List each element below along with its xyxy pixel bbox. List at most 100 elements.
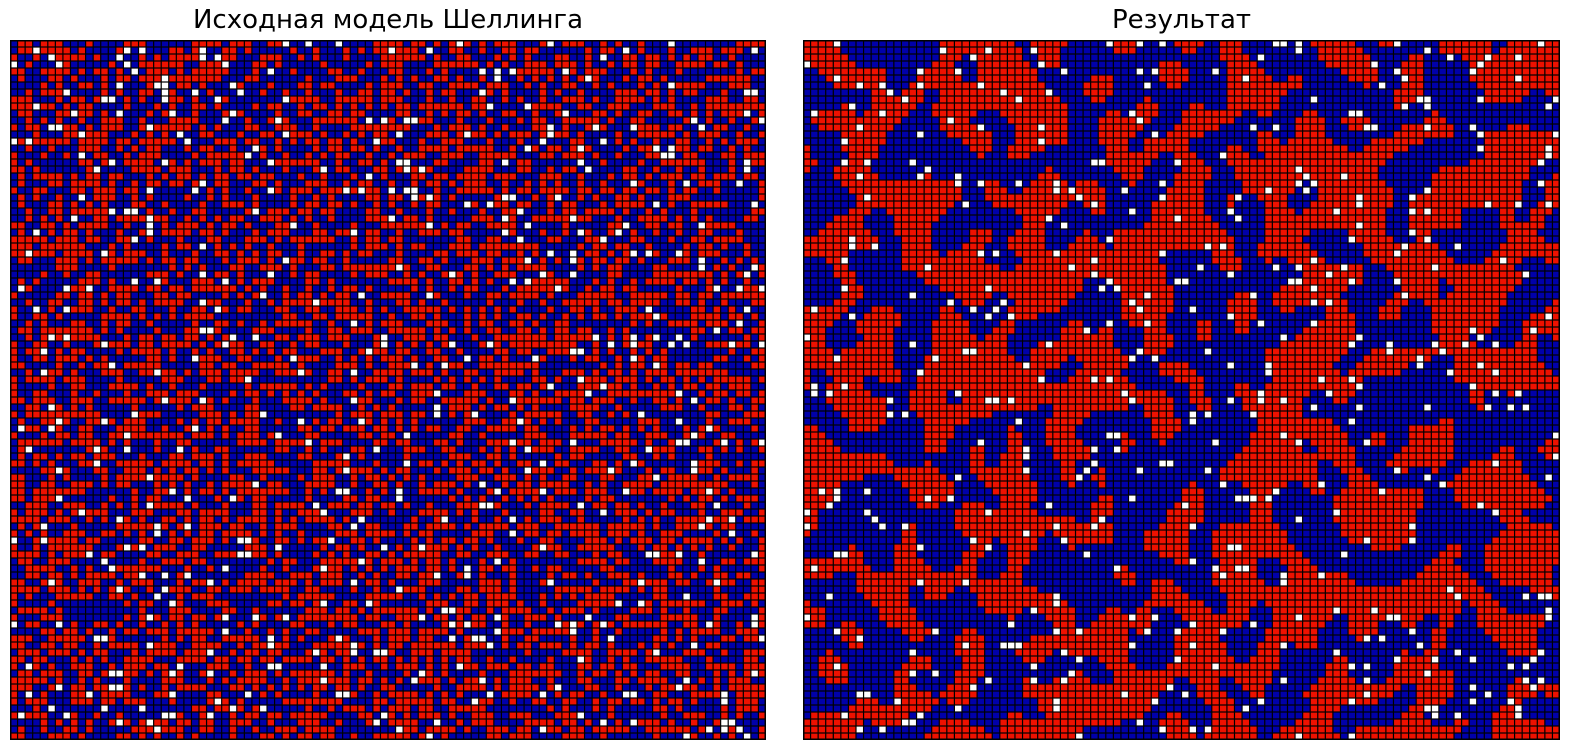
grid-cell-empty bbox=[592, 334, 600, 341]
grid-cell-group_a bbox=[464, 376, 471, 383]
grid-cell-group_a bbox=[154, 285, 161, 292]
grid-cell-group_a bbox=[252, 138, 259, 145]
grid-cell-group_b bbox=[630, 222, 637, 229]
grid-cell-group_b bbox=[63, 40, 70, 47]
grid-cell-group_a bbox=[154, 355, 161, 362]
grid-cell-group_a bbox=[350, 236, 358, 243]
grid-cell-group_b bbox=[229, 187, 237, 194]
grid-cell-group_b bbox=[547, 362, 554, 369]
grid-cell-empty bbox=[743, 271, 751, 278]
grid-cell-group_b bbox=[509, 96, 516, 103]
grid-cell-group_a bbox=[502, 271, 509, 278]
grid-cell-group_a bbox=[63, 257, 70, 264]
grid-cell-group_a bbox=[668, 278, 675, 285]
grid-cell-group_a bbox=[713, 264, 721, 271]
grid-cell-group_b bbox=[494, 208, 501, 215]
grid-cell-group_a bbox=[101, 194, 108, 201]
grid-cell-empty bbox=[146, 215, 154, 222]
grid-cell-group_a bbox=[25, 334, 33, 341]
grid-cell-group_a bbox=[653, 96, 660, 103]
grid-cell-group_b bbox=[721, 229, 728, 236]
grid-cell-group_a bbox=[736, 110, 743, 117]
grid-cell-group_b bbox=[728, 320, 736, 327]
grid-cell-group_b bbox=[638, 54, 645, 61]
grid-cell-group_b bbox=[282, 236, 290, 243]
grid-cell-group_b bbox=[139, 355, 146, 362]
grid-cell-group_b bbox=[192, 271, 199, 278]
grid-cell-group_b bbox=[728, 285, 736, 292]
grid-cell-group_b bbox=[706, 40, 713, 47]
grid-cell-group_b bbox=[638, 103, 645, 110]
grid-cell-group_b bbox=[199, 320, 206, 327]
grid-cell-group_a bbox=[471, 257, 479, 264]
grid-cell-group_b bbox=[101, 103, 108, 110]
grid-cell-group_b bbox=[403, 236, 411, 243]
grid-cell-group_a bbox=[600, 292, 607, 299]
grid-cell-group_b bbox=[10, 271, 17, 278]
grid-cell-group_a bbox=[40, 138, 48, 145]
grid-cell-group_a bbox=[388, 236, 395, 243]
grid-cell-group_a bbox=[214, 250, 222, 257]
grid-cell-group_b bbox=[290, 54, 297, 61]
grid-cell-group_b bbox=[282, 61, 290, 68]
grid-cell-group_a bbox=[418, 229, 426, 236]
grid-cell-group_a bbox=[743, 96, 751, 103]
grid-cell-group_b bbox=[358, 257, 365, 264]
grid-cell-group_b bbox=[207, 138, 214, 145]
grid-cell-group_b bbox=[751, 222, 758, 229]
grid-cell-group_a bbox=[532, 362, 539, 369]
grid-cell-group_b bbox=[297, 327, 305, 334]
grid-cell-group_b bbox=[479, 117, 486, 124]
grid-cell-group_a bbox=[199, 355, 206, 362]
grid-cell-group_b bbox=[116, 306, 123, 313]
grid-cell-group_a bbox=[275, 180, 282, 187]
grid-cell-group_a bbox=[592, 68, 600, 75]
grid-cell-empty bbox=[161, 89, 169, 96]
grid-cell-group_a bbox=[343, 313, 350, 320]
grid-cell-group_a bbox=[539, 68, 547, 75]
grid-cell-group_a bbox=[570, 355, 577, 362]
grid-cell-group_b bbox=[93, 47, 101, 54]
grid-cell-empty bbox=[592, 124, 600, 131]
grid-cell-group_b bbox=[585, 222, 592, 229]
grid-cell-group_a bbox=[154, 124, 161, 131]
grid-cell-group_b bbox=[131, 320, 138, 327]
grid-cell-group_a bbox=[199, 306, 206, 313]
grid-cell-group_b bbox=[18, 159, 25, 166]
grid-cell-group_b bbox=[433, 110, 441, 117]
grid-cell-group_a bbox=[728, 173, 736, 180]
grid-cell-group_a bbox=[25, 243, 33, 250]
grid-cell-group_b bbox=[275, 341, 282, 348]
grid-cell-group_b bbox=[267, 138, 274, 145]
grid-cell-group_a bbox=[675, 82, 683, 89]
grid-cell-group_a bbox=[146, 68, 154, 75]
grid-cell-group_a bbox=[275, 264, 282, 271]
grid-cell-group_b bbox=[275, 348, 282, 355]
grid-cell-group_b bbox=[433, 369, 441, 376]
grid-cell-group_b bbox=[229, 320, 237, 327]
grid-cell-group_a bbox=[743, 215, 751, 222]
grid-cell-group_a bbox=[169, 341, 176, 348]
grid-cell-group_b bbox=[252, 320, 259, 327]
grid-cell-group_a bbox=[320, 236, 327, 243]
grid-cell-group_b bbox=[615, 278, 622, 285]
grid-cell-group_b bbox=[18, 145, 25, 152]
grid-cell-group_b bbox=[456, 292, 463, 299]
grid-cell-group_a bbox=[464, 173, 471, 180]
grid-cell-group_b bbox=[161, 306, 169, 313]
grid-cell-group_b bbox=[388, 334, 395, 341]
grid-cell-group_a bbox=[176, 271, 184, 278]
grid-cell-group_a bbox=[426, 362, 433, 369]
grid-cell-group_b bbox=[252, 173, 259, 180]
grid-cell-group_b bbox=[222, 376, 229, 383]
initial-model-grid bbox=[10, 40, 766, 740]
grid-cell-group_b bbox=[471, 47, 479, 54]
grid-cell-group_b bbox=[373, 110, 380, 117]
grid-cell-group_a bbox=[441, 250, 448, 257]
grid-cell-group_a bbox=[313, 341, 320, 348]
grid-cell-group_b bbox=[139, 110, 146, 117]
grid-cell-group_a bbox=[706, 201, 713, 208]
grid-cell-group_b bbox=[517, 145, 524, 152]
grid-cell-group_a bbox=[728, 348, 736, 355]
grid-cell-group_b bbox=[668, 264, 675, 271]
